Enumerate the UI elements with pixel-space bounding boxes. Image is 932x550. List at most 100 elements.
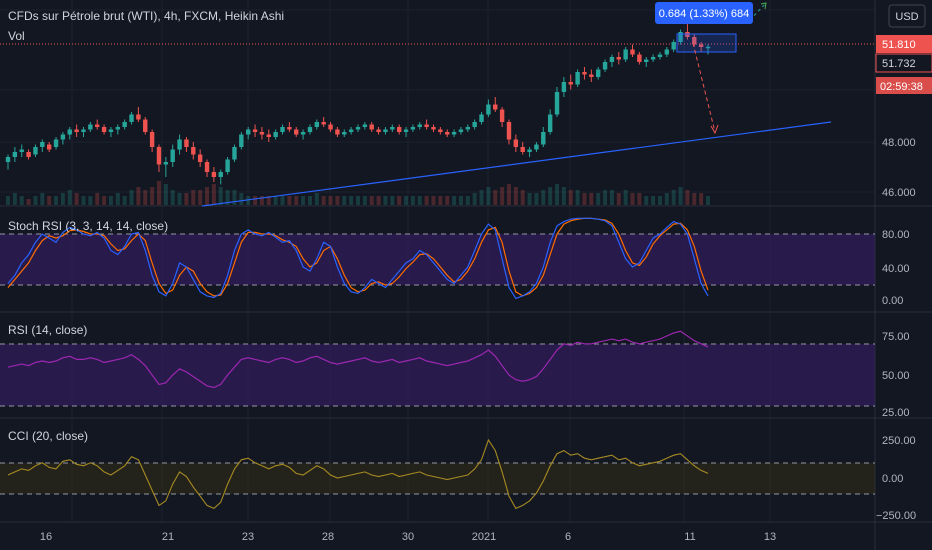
currency-button[interactable] xyxy=(888,4,926,28)
rsi-tick-75: 75.00 xyxy=(882,331,910,343)
candle-body xyxy=(5,157,11,162)
stoch-rsi-k-line xyxy=(7,217,709,300)
candle-body xyxy=(637,54,642,62)
candle-body xyxy=(390,127,395,130)
candle-body xyxy=(705,46,711,49)
volume-bar xyxy=(458,196,463,205)
candle-body xyxy=(575,72,580,85)
measure-range-box[interactable] xyxy=(676,33,737,53)
candle-body xyxy=(232,147,237,160)
candle-body xyxy=(335,129,340,135)
rsi-tick-50: 50.00 xyxy=(882,370,910,382)
rsi-title[interactable]: RSI (14, close) xyxy=(8,323,87,337)
volume-bar xyxy=(555,184,560,205)
candle-body xyxy=(582,72,587,75)
time-axis[interactable]: 16 21 23 28 30 2021 6 11 13 xyxy=(40,531,776,543)
time-tick-label: 2021 xyxy=(472,531,496,543)
volume-bar xyxy=(479,190,484,205)
time-tick-label: 28 xyxy=(322,531,334,543)
volume-bar xyxy=(266,196,271,205)
candle-body xyxy=(403,129,409,132)
candle-body xyxy=(541,132,546,145)
candle-body xyxy=(101,127,107,132)
volume-bar xyxy=(287,196,292,205)
volume-bar xyxy=(129,190,134,205)
candle-body xyxy=(671,42,676,50)
candle-body xyxy=(225,159,230,172)
candle-body xyxy=(369,124,374,130)
volume-bar xyxy=(198,190,203,205)
candle-body xyxy=(33,147,38,155)
volume-bar xyxy=(225,190,230,205)
candle-body xyxy=(602,62,608,70)
candle-body xyxy=(108,129,114,132)
candle-body xyxy=(60,134,66,140)
candle-body xyxy=(493,104,498,110)
volume-bar xyxy=(253,196,258,205)
stoch-tick-40: 40.00 xyxy=(882,263,910,275)
cci-series-line xyxy=(7,438,709,510)
candle-body xyxy=(499,109,505,122)
candle-body xyxy=(486,104,491,115)
volume-bar xyxy=(445,196,450,205)
candle-body xyxy=(46,144,52,150)
candle-body xyxy=(218,172,223,177)
candle-body xyxy=(438,129,443,132)
volume-bar xyxy=(404,196,409,205)
cci-title[interactable]: CCI (20, close) xyxy=(8,429,88,443)
currency-button-label: USD xyxy=(895,11,918,23)
volume-bar xyxy=(232,190,237,205)
volume-bar xyxy=(294,196,299,205)
candle-body xyxy=(554,92,560,115)
volume-bar xyxy=(136,187,141,205)
volume-bar xyxy=(115,193,120,205)
candle-body xyxy=(650,57,656,60)
cci-band xyxy=(0,463,875,494)
price-tick-46: 46.000 xyxy=(882,187,916,199)
volume-bar xyxy=(54,196,59,205)
candle-body xyxy=(417,124,422,127)
candle-body xyxy=(122,122,127,127)
volume-bar xyxy=(12,193,17,205)
candle-body xyxy=(280,127,285,132)
volume-bar xyxy=(280,196,285,205)
symbol-title[interactable]: CFDs sur Pétrole brut (WTI), 4h, FXCM, H… xyxy=(8,9,284,23)
trendline[interactable] xyxy=(201,121,832,207)
volume-bar xyxy=(239,193,244,205)
volume-bar xyxy=(616,193,621,205)
volume-bar xyxy=(692,193,697,205)
volume-bar xyxy=(644,196,649,205)
arrow-head-up-icon xyxy=(760,2,767,10)
cci-line xyxy=(7,438,709,510)
candle-body xyxy=(534,144,539,150)
volume-bar xyxy=(664,193,669,205)
candle-body xyxy=(458,129,464,132)
volume-bar xyxy=(95,193,100,205)
candle-body xyxy=(184,139,189,147)
volume-bar xyxy=(328,196,333,205)
volume-label[interactable]: Vol xyxy=(8,29,25,43)
candle-body xyxy=(81,129,86,132)
candle-body xyxy=(362,124,368,127)
stoch-rsi-lines xyxy=(7,217,709,300)
candle-body xyxy=(527,149,532,152)
volume-bar xyxy=(383,196,388,205)
volume-bar xyxy=(356,196,360,205)
volume-bar xyxy=(205,187,210,205)
candle-body xyxy=(465,127,471,130)
volume-bar xyxy=(150,187,155,205)
volume-bar xyxy=(143,190,148,205)
stoch-rsi-title[interactable]: Stoch RSI (3, 3, 14, 14, close) xyxy=(8,219,168,233)
volume-bar xyxy=(410,196,415,205)
rsi-series-line xyxy=(7,330,709,389)
candle-body xyxy=(12,152,18,157)
candle-body xyxy=(239,134,244,147)
stoch-tick-0: 0.00 xyxy=(882,295,903,307)
candle-body xyxy=(692,37,697,45)
candle-body xyxy=(568,82,573,85)
candle-body xyxy=(376,129,381,132)
volume-bar xyxy=(534,193,539,205)
candle-body xyxy=(513,139,519,147)
volume-bar xyxy=(362,196,367,205)
